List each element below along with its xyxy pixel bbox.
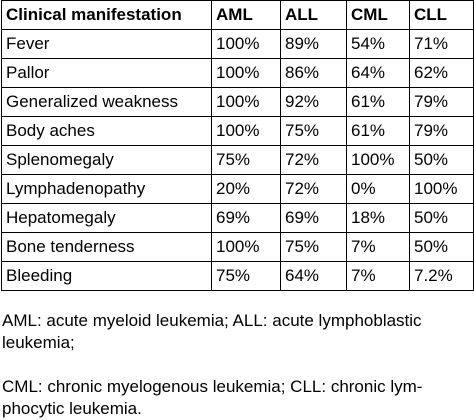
cell-cll: 79% <box>409 87 474 117</box>
cell-all: 72% <box>280 145 347 175</box>
cell-manifestation: Fever <box>1 29 212 59</box>
cell-aml: 69% <box>211 203 281 233</box>
header-aml: AML <box>211 0 281 30</box>
footnote-line: phocytic leukemia. <box>2 399 142 418</box>
table-row: Body aches 100% 75% 61% 79% <box>1 116 474 146</box>
cell-all: 89% <box>280 29 347 59</box>
cell-manifestation: Splenomegaly <box>1 145 212 175</box>
cell-all: 86% <box>280 58 347 88</box>
cell-manifestation: Lymphadenopathy <box>1 174 212 204</box>
cell-cml: 18% <box>346 203 410 233</box>
cell-manifestation: Body aches <box>1 116 212 146</box>
cell-aml: 100% <box>211 58 281 88</box>
cell-all: 72% <box>280 174 347 204</box>
table-row: Hepatomegaly 69% 69% 18% 50% <box>1 203 474 233</box>
table-row: Bone tenderness 100% 75% 7% 50% <box>1 232 474 262</box>
cell-all: 92% <box>280 87 347 117</box>
header-cml: CML <box>346 0 410 30</box>
table-footnotes: AML: acute myeloid leukemia; ALL: acute … <box>2 310 468 420</box>
cell-cll: 50% <box>409 203 474 233</box>
cell-cll: 79% <box>409 116 474 146</box>
header-cll: CLL <box>409 0 474 30</box>
cell-aml: 100% <box>211 87 281 117</box>
cell-aml: 75% <box>211 261 281 291</box>
cell-manifestation: Bone tenderness <box>1 232 212 262</box>
table-header-row: Clinical manifestation AML ALL CML CLL <box>1 0 474 30</box>
cell-manifestation: Generalized weakness <box>1 87 212 117</box>
cell-cml: 7% <box>346 261 410 291</box>
cell-cml: 100% <box>346 145 410 175</box>
cell-cll: 50% <box>409 145 474 175</box>
table-row: Lymphadenopathy 20% 72% 0% 100% <box>1 174 474 204</box>
cell-cml: 61% <box>346 116 410 146</box>
header-all: ALL <box>280 0 347 30</box>
table-row: Generalized weakness 100% 92% 61% 79% <box>1 87 474 117</box>
cell-cml: 61% <box>346 87 410 117</box>
cell-cll: 7.2% <box>409 261 474 291</box>
cell-aml: 100% <box>211 29 281 59</box>
cell-all: 69% <box>280 203 347 233</box>
cell-aml: 100% <box>211 232 281 262</box>
cell-cll: 50% <box>409 232 474 262</box>
table-row: Splenomegaly 75% 72% 100% 50% <box>1 145 474 175</box>
footnote-line: CML: chronic myelogenous leukemia; CLL: … <box>2 377 423 396</box>
cell-cll: 71% <box>409 29 474 59</box>
table-row: Bleeding 75% 64% 7% 7.2% <box>1 261 474 291</box>
header-clinical-manifestation: Clinical manifestation <box>1 0 212 30</box>
cell-manifestation: Bleeding <box>1 261 212 291</box>
cell-cml: 7% <box>346 232 410 262</box>
cell-all: 75% <box>280 232 347 262</box>
cell-cll: 100% <box>409 174 474 204</box>
cell-all: 75% <box>280 116 347 146</box>
cell-manifestation: Pallor <box>1 58 212 88</box>
cell-aml: 75% <box>211 145 281 175</box>
footnote-line: AML: acute myeloid leukemia; ALL: acute … <box>2 311 422 330</box>
footnote-line: leukemia; <box>2 333 75 352</box>
table-row: Fever 100% 89% 54% 71% <box>1 29 474 59</box>
cell-cml: 64% <box>346 58 410 88</box>
cell-cml: 54% <box>346 29 410 59</box>
cell-cml: 0% <box>346 174 410 204</box>
cell-manifestation: Hepatomegaly <box>1 203 212 233</box>
footnote-spacer <box>2 354 468 376</box>
clinical-manifestation-table: Clinical manifestation AML ALL CML CLL F… <box>1 0 474 291</box>
cell-aml: 20% <box>211 174 281 204</box>
cell-cll: 62% <box>409 58 474 88</box>
table-row: Pallor 100% 86% 64% 62% <box>1 58 474 88</box>
cell-aml: 100% <box>211 116 281 146</box>
cell-all: 64% <box>280 261 347 291</box>
